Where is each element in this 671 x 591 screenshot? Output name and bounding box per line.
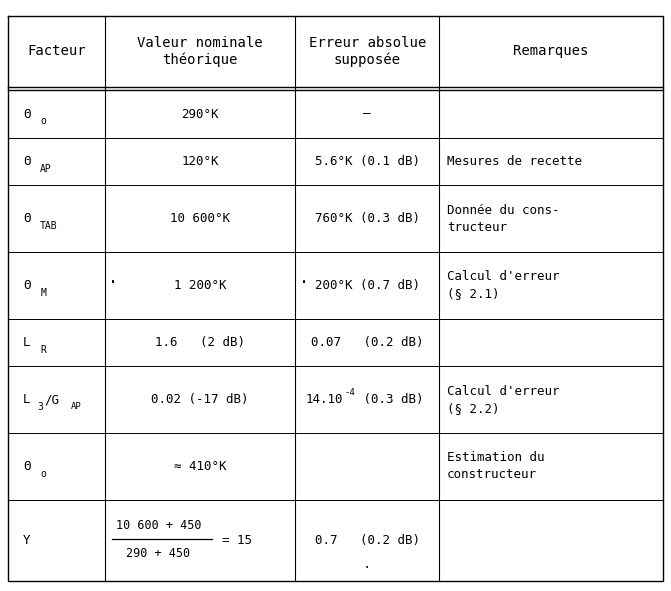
Text: Donnée du cons-
tructeur: Donnée du cons- tructeur: [447, 204, 560, 234]
Text: Estimation du
constructeur: Estimation du constructeur: [447, 452, 545, 482]
Text: 290 + 450: 290 + 450: [126, 547, 191, 560]
Text: ≈ 410°K: ≈ 410°K: [174, 460, 226, 473]
Text: 10 600°K: 10 600°K: [170, 212, 230, 225]
Text: Facteur: Facteur: [28, 44, 86, 59]
Text: 0.07   (0.2 dB): 0.07 (0.2 dB): [311, 336, 423, 349]
Text: 10 600 + 450: 10 600 + 450: [115, 519, 201, 532]
Text: o: o: [40, 469, 46, 479]
Text: 14.10: 14.10: [305, 393, 343, 406]
Text: Remarques: Remarques: [513, 44, 588, 59]
Text: Calcul d'erreur
(§ 2.1): Calcul d'erreur (§ 2.1): [447, 271, 560, 300]
Text: AP: AP: [40, 164, 52, 174]
Text: ·: ·: [299, 274, 309, 291]
Text: Θ: Θ: [23, 212, 30, 225]
Text: 290°K: 290°K: [181, 108, 219, 121]
Text: L: L: [23, 393, 30, 406]
Text: 0.7   (0.2 dB): 0.7 (0.2 dB): [315, 534, 420, 547]
Text: Y: Y: [23, 534, 30, 547]
Text: AP: AP: [71, 402, 82, 411]
Text: Calcul d'erreur
(§ 2.2): Calcul d'erreur (§ 2.2): [447, 385, 560, 415]
Text: 120°K: 120°K: [181, 155, 219, 168]
Text: 1.6   (2 dB): 1.6 (2 dB): [155, 336, 245, 349]
Text: R: R: [40, 345, 46, 355]
Text: Valeur nominale
théorique: Valeur nominale théorique: [138, 36, 263, 67]
Text: TAB: TAB: [40, 221, 58, 231]
Text: 200°K (0.7 dB): 200°K (0.7 dB): [315, 279, 420, 292]
Text: 1 200°K: 1 200°K: [174, 279, 226, 292]
Text: L: L: [23, 336, 30, 349]
Text: = 15: = 15: [222, 534, 252, 547]
Text: o: o: [40, 116, 46, 126]
Text: M: M: [40, 288, 46, 297]
Text: Erreur absolue
supposée: Erreur absolue supposée: [309, 36, 426, 67]
Text: Mesures de recette: Mesures de recette: [447, 155, 582, 168]
Text: •: •: [365, 565, 369, 571]
Text: 5.6°K (0.1 dB): 5.6°K (0.1 dB): [315, 155, 420, 168]
Text: Θ: Θ: [23, 108, 30, 121]
Text: Θ: Θ: [23, 279, 30, 292]
Text: –: –: [364, 108, 371, 121]
Text: ·: ·: [108, 274, 118, 291]
Text: Θ: Θ: [23, 460, 30, 473]
Text: Θ: Θ: [23, 155, 30, 168]
Text: 760°K (0.3 dB): 760°K (0.3 dB): [315, 212, 420, 225]
Text: -4: -4: [344, 388, 355, 397]
Text: (0.3 dB): (0.3 dB): [356, 393, 423, 406]
Text: 3: 3: [38, 402, 44, 412]
Text: /G: /G: [45, 393, 60, 406]
Text: 0.02 (-17 dB): 0.02 (-17 dB): [152, 393, 249, 406]
